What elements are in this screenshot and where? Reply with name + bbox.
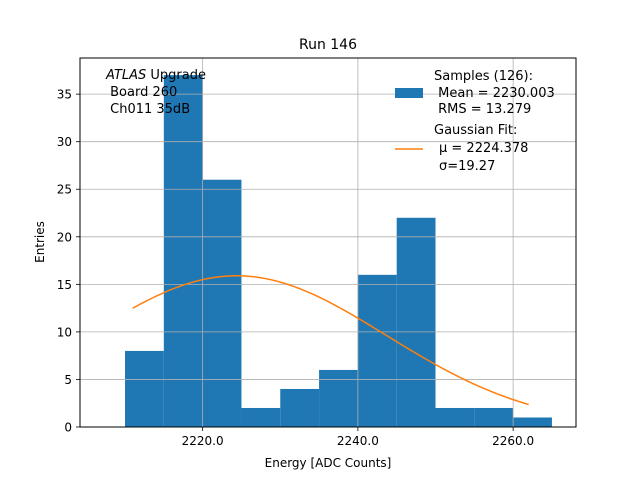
histogram-bar xyxy=(280,388,320,427)
histogram-bar xyxy=(396,217,436,427)
x-axis-label: Energy [ADC Counts] xyxy=(265,456,392,470)
gaussian-fit-curve xyxy=(132,275,529,406)
annotation-upgrade: Upgrade xyxy=(146,68,206,83)
x-tick-label: 2240.0 xyxy=(337,434,379,448)
y-tick-label: 35 xyxy=(57,88,72,102)
histogram-bar xyxy=(319,369,358,427)
x-tick-label: 2220.0 xyxy=(182,434,224,448)
annotation-channel: Ch011 35dB xyxy=(106,102,190,117)
y-tick-label: 15 xyxy=(57,278,72,292)
y-tick-label: 25 xyxy=(57,183,72,197)
annotation-atlas: ATLAS xyxy=(105,68,146,83)
histogram-bar xyxy=(202,179,242,427)
chart-title: Run 146 xyxy=(299,37,357,53)
histogram-bar xyxy=(163,75,203,427)
legend-fit-title: Gaussian Fit: xyxy=(434,123,517,138)
annotation-board: Board 260 xyxy=(106,85,177,100)
y-axis-label: Entries xyxy=(33,221,47,263)
x-axis-ticks: 2220.0 2240.0 2260.0 xyxy=(182,427,534,448)
histogram-bar xyxy=(513,417,552,427)
y-axis-ticks: 0 5 10 15 20 25 30 35 xyxy=(57,88,80,435)
legend-fit-sigma: σ=19.27 xyxy=(439,159,495,174)
gaussian-fit xyxy=(132,275,529,406)
legend-fit-mu: μ = 2224.378 xyxy=(439,141,528,156)
atlas-annotation: ATLAS Upgrade Board 260 Ch011 35dB xyxy=(105,68,206,117)
plot-frame xyxy=(79,57,577,428)
y-tick-label: 5 xyxy=(64,373,72,387)
legend-samples-mean: Mean = 2230.003 xyxy=(434,86,555,101)
annotation-title: ATLAS Upgrade xyxy=(105,68,206,83)
y-tick-label: 20 xyxy=(57,230,72,244)
histogram-bar xyxy=(357,274,397,427)
y-tick-label: 30 xyxy=(57,135,72,149)
legend: Samples (126): Mean = 2230.003 RMS = 13.… xyxy=(395,69,555,174)
y-tick-label: 10 xyxy=(57,325,72,339)
histogram-bar xyxy=(435,407,475,427)
legend-histogram-swatch xyxy=(395,88,423,98)
histogram-bar xyxy=(474,407,514,427)
legend-samples-title: Samples (126): xyxy=(434,69,533,84)
histogram-bars xyxy=(80,58,576,428)
legend-samples-rms: RMS = 13.279 xyxy=(434,102,531,117)
histogram-bar xyxy=(241,407,281,427)
y-tick-label: 0 xyxy=(64,421,72,435)
histogram-bar xyxy=(125,350,164,427)
x-tick-label: 2260.0 xyxy=(492,434,534,448)
